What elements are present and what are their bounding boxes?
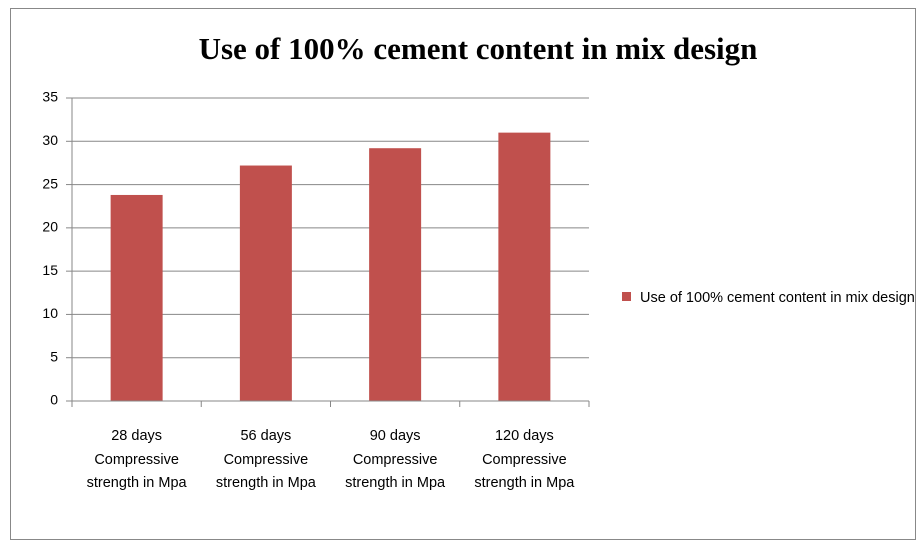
legend-swatch [622, 292, 631, 301]
x-tick-label: 90 days Compressive strength in Mpa [345, 428, 446, 491]
y-tick-label: 25 [42, 175, 58, 191]
x-tick-label: 28 days Compressive strength in Mpa [86, 428, 187, 491]
y-tick-label: 5 [50, 348, 58, 364]
chart-title: Use of 100% cement content in mix design [199, 31, 758, 66]
legend-label: Use of 100% cement content in mix design [640, 290, 915, 306]
x-tick-label: 120 days Compressive strength in Mpa [474, 428, 575, 491]
y-tick-label: 10 [42, 305, 58, 321]
y-tick-label: 30 [42, 132, 58, 148]
y-tick-label: 15 [42, 262, 58, 278]
bar [369, 148, 422, 401]
y-tick-label: 35 [42, 89, 58, 105]
bar [498, 132, 551, 401]
bar [110, 194, 163, 401]
x-tick-label: 56 days Compressive strength in Mpa [215, 428, 316, 491]
bar [239, 165, 292, 401]
y-tick-label: 20 [42, 219, 58, 235]
y-tick-label: 0 [50, 392, 58, 408]
